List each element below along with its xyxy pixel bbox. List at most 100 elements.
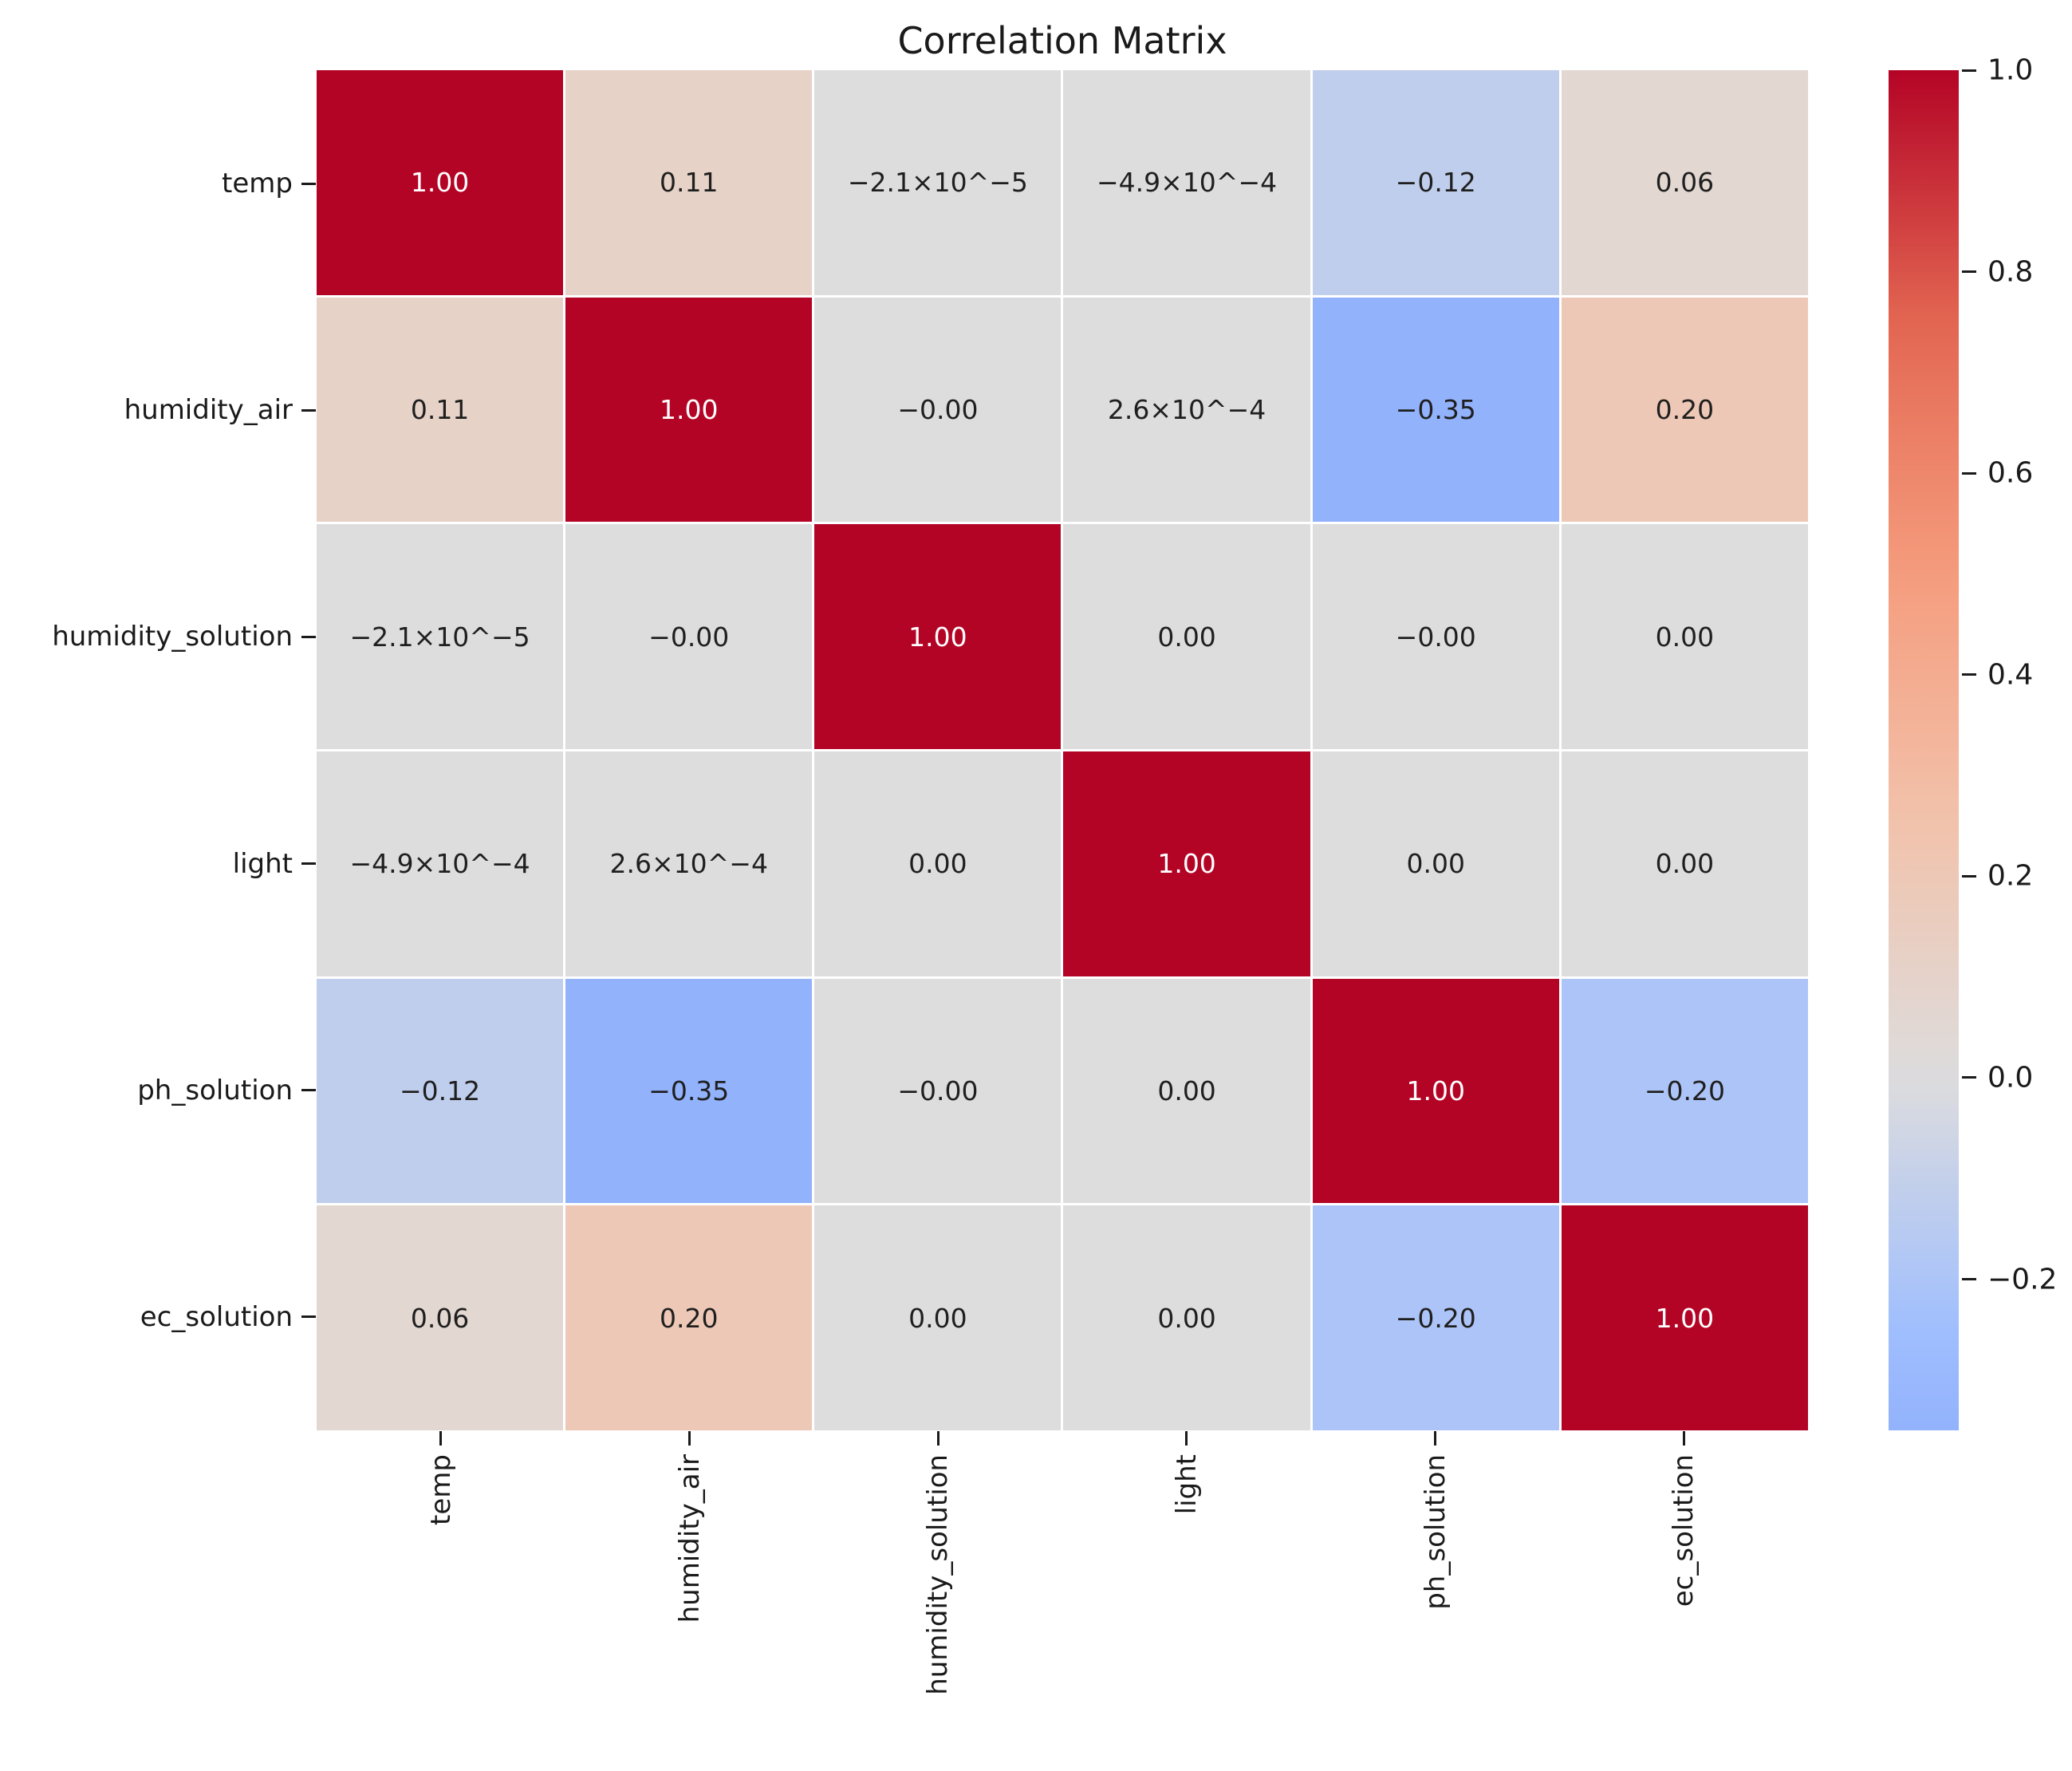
heatmap-cell-humidity_solution-light: 0.00 (1063, 524, 1310, 749)
heatmap-cell-ph_solution-humidity_air: −0.35 (565, 978, 813, 1204)
heatmap-cell-light-humidity_solution: 0.00 (814, 751, 1062, 976)
y-tick-label-ph_solution: ph_solution (137, 1074, 293, 1106)
cell-value: −0.35 (648, 1075, 730, 1106)
heatmap-cell-temp-ec_solution: 0.06 (1561, 70, 1808, 295)
cell-value: 1.00 (1157, 848, 1216, 880)
cell-value: 0.00 (1406, 848, 1465, 880)
heatmap-cell-temp-humidity_air: 0.11 (565, 70, 813, 295)
x-tick-label-temp: temp (424, 1454, 457, 1525)
heatmap-cell-humidity_solution-ph_solution: −0.00 (1312, 524, 1559, 749)
y-tick-mark (301, 862, 316, 866)
cell-value: 1.00 (908, 621, 967, 653)
cell-value: −0.00 (648, 621, 730, 653)
heatmap-cell-ph_solution-humidity_solution: −0.00 (814, 978, 1062, 1204)
cell-value: 0.00 (908, 848, 967, 880)
heatmap-cell-light-light: 1.00 (1063, 751, 1310, 976)
x-tick-mark (1434, 1431, 1436, 1446)
heatmap-grid: 1.00 0.11 −2.1×10^−5 −4.9×10^−4 −0.12 0.06 0.1… (317, 70, 1808, 1430)
heatmap-cell-light-temp: −4.9×10^−4 (317, 751, 564, 976)
cell-value: 1.00 (660, 393, 719, 425)
cell-value: −0.12 (400, 1075, 481, 1106)
heatmap-cell-humidity_solution-temp: −2.1×10^−5 (317, 524, 564, 749)
heatmap-cell-ec_solution-humidity_air: 0.20 (565, 1205, 813, 1430)
heatmap-cell-light-humidity_air: 2.6×10^−4 (565, 751, 813, 976)
y-tick-mark (301, 635, 316, 638)
cell-value: −0.20 (1644, 1075, 1725, 1106)
cell-value: −0.00 (897, 1075, 979, 1106)
y-tick-label-humidity_solution: humidity_solution (52, 621, 293, 653)
colorbar-tick-label-0.0: 0.0 (1987, 1061, 2034, 1095)
x-tick-mark (688, 1431, 691, 1446)
heatmap-cell-ec_solution-light: 0.00 (1063, 1205, 1310, 1430)
colorbar-tick-label-0.8: 0.8 (1987, 255, 2034, 289)
cell-value: 0.20 (660, 1302, 719, 1334)
cell-value: 0.00 (908, 1302, 967, 1334)
heatmap-cell-humidity_solution-ec_solution: 0.00 (1561, 524, 1808, 749)
x-tick-label-humidity_solution: humidity_solution (922, 1454, 955, 1695)
cell-value: 0.06 (410, 1302, 470, 1334)
cell-value: 0.00 (1655, 621, 1715, 653)
x-tick-mark (936, 1431, 939, 1446)
x-tick-mark (1185, 1431, 1188, 1446)
colorbar-tick-label-−0.2: −0.2 (1987, 1263, 2058, 1296)
heatmap-cell-light-ec_solution: 0.00 (1561, 751, 1808, 976)
heatmap-cell-humidity_air-humidity_air: 1.00 (565, 297, 813, 523)
colorbar-tick-mark (1962, 69, 1976, 72)
colorbar-gradient (1889, 70, 1959, 1430)
heatmap-cell-humidity_air-ph_solution: −0.35 (1312, 297, 1559, 523)
cell-value: −0.00 (897, 393, 979, 425)
cell-value: −2.1×10^−5 (349, 621, 530, 653)
heatmap-cell-temp-humidity_solution: −2.1×10^−5 (814, 70, 1062, 295)
colorbar-tick-mark (1962, 673, 1976, 676)
cell-value: 0.00 (1157, 621, 1216, 653)
heatmap-cell-ec_solution-ph_solution: −0.20 (1312, 1205, 1559, 1430)
heatmap-cell-ph_solution-ph_solution: 1.00 (1312, 978, 1559, 1204)
cell-value: 0.11 (410, 393, 470, 425)
colorbar-tick-mark (1962, 270, 1976, 274)
y-tick-label-temp: temp (222, 168, 293, 200)
cell-value: 0.06 (1655, 167, 1715, 199)
cell-value: 0.00 (1655, 848, 1715, 880)
heatmap-cell-humidity_air-temp: 0.11 (317, 297, 564, 523)
heatmap-cell-temp-light: −4.9×10^−4 (1063, 70, 1310, 295)
heatmap-cell-temp-ph_solution: −0.12 (1312, 70, 1559, 295)
colorbar-tick-label-0.2: 0.2 (1987, 859, 2034, 893)
colorbar-tick-mark (1962, 471, 1976, 475)
colorbar-tick-mark (1962, 874, 1976, 878)
heatmap-cell-ec_solution-temp: 0.06 (317, 1205, 564, 1430)
x-tick-label-light: light (1170, 1454, 1203, 1515)
colorbar-tick-mark (1962, 1278, 1976, 1281)
y-tick-mark (301, 408, 316, 412)
cell-value: 0.00 (1157, 1075, 1216, 1106)
x-tick-label-ph_solution: ph_solution (1419, 1454, 1452, 1610)
heatmap-cell-ph_solution-temp: −0.12 (317, 978, 564, 1204)
y-tick-label-humidity_air: humidity_air (124, 394, 293, 427)
cell-value: 0.20 (1655, 393, 1715, 425)
cell-value: −0.35 (1395, 393, 1476, 425)
x-tick-mark (439, 1431, 443, 1446)
cell-value: −0.20 (1395, 1302, 1476, 1334)
heatmap-cell-humidity_air-humidity_solution: −0.00 (814, 297, 1062, 523)
y-tick-label-ec_solution: ec_solution (140, 1300, 293, 1333)
heatmap-cell-ph_solution-light: 0.00 (1063, 978, 1310, 1204)
heatmap-cell-humidity_solution-humidity_air: −0.00 (565, 524, 813, 749)
cell-value: 2.6×10^−4 (609, 848, 768, 880)
chart-title: Correlation Matrix (897, 19, 1227, 62)
cell-value: −4.9×10^−4 (1097, 167, 1278, 199)
x-tick-label-ec_solution: ec_solution (1668, 1454, 1700, 1607)
cell-value: 1.00 (1655, 1302, 1715, 1334)
cell-value: 0.11 (660, 167, 719, 199)
colorbar-tick-label-0.6: 0.6 (1987, 456, 2034, 490)
heatmap-cell-temp-temp: 1.00 (317, 70, 564, 295)
x-tick-label-humidity_air: humidity_air (673, 1454, 706, 1623)
colorbar-tick-label-1.0: 1.0 (1987, 53, 2034, 87)
cell-value: 0.00 (1157, 1302, 1216, 1334)
y-tick-mark (301, 1089, 316, 1092)
cell-value: 1.00 (1406, 1075, 1465, 1106)
heatmap-cell-ec_solution-ec_solution: 1.00 (1561, 1205, 1808, 1430)
heatmap-cell-humidity_solution-humidity_solution: 1.00 (814, 524, 1062, 749)
colorbar-tick-mark (1962, 1076, 1976, 1079)
heatmap-cell-light-ph_solution: 0.00 (1312, 751, 1559, 976)
x-tick-mark (1682, 1431, 1685, 1446)
y-tick-mark (301, 1315, 316, 1319)
